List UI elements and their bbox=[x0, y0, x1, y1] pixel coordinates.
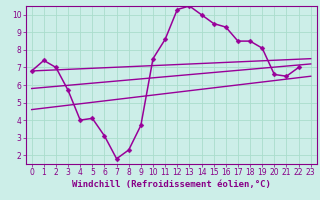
X-axis label: Windchill (Refroidissement éolien,°C): Windchill (Refroidissement éolien,°C) bbox=[72, 180, 271, 189]
